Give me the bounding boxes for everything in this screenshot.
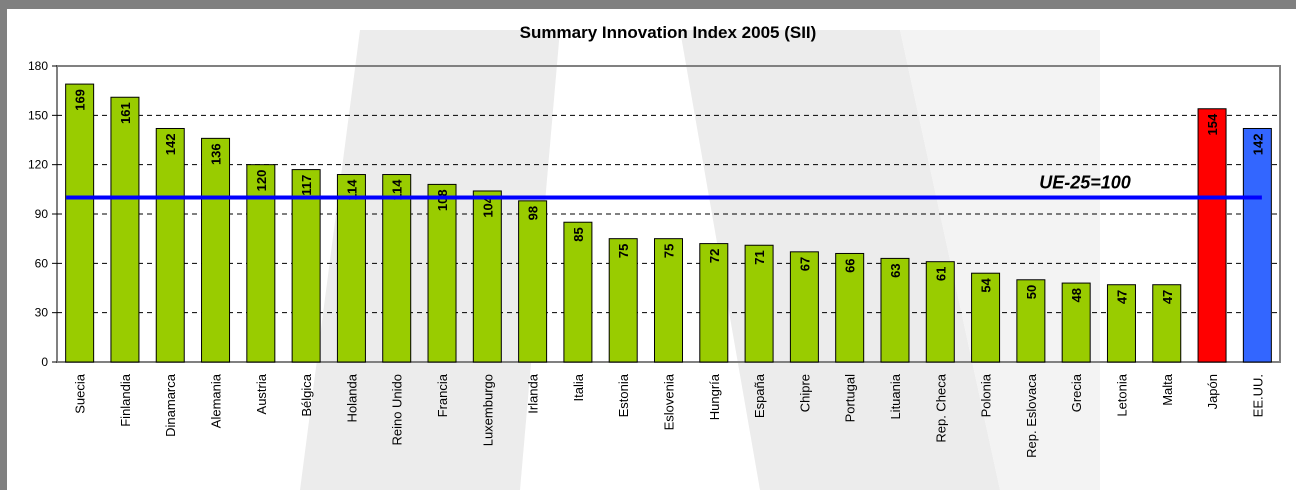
bar: [1197, 108, 1227, 363]
value-label: 104: [480, 195, 495, 217]
reference-label: UE-25=100: [1039, 173, 1131, 193]
value-label: 66: [843, 258, 858, 272]
bar: [110, 96, 140, 363]
chart-title: Summary Innovation Index 2005 (SII): [520, 23, 817, 42]
x-tick-label: Luxemburgo: [480, 374, 495, 446]
bar: [246, 164, 276, 363]
x-tick-label: Malta: [1160, 373, 1175, 406]
value-label: 114: [390, 179, 405, 201]
bar: [155, 127, 185, 363]
value-label: 48: [1069, 288, 1084, 302]
x-tick-label: Letonia: [1114, 373, 1129, 416]
bar: [336, 174, 366, 363]
bar: [1061, 282, 1091, 363]
bar: [427, 183, 457, 363]
value-label: 47: [1114, 290, 1129, 304]
bar: [699, 243, 729, 363]
x-tick-label: Dinamarca: [163, 373, 178, 437]
value-label: 75: [616, 244, 631, 258]
value-label: 114: [344, 179, 359, 201]
x-tick-label: España: [752, 373, 767, 418]
bar: [925, 261, 955, 363]
x-tick-label: Suecia: [73, 373, 88, 414]
watermark: [900, 30, 1100, 490]
value-label: 61: [933, 267, 948, 281]
bar: [291, 169, 321, 363]
x-tick-label: Holanda: [344, 373, 359, 422]
bar: [971, 272, 1001, 363]
bar: [201, 137, 231, 363]
bar: [1152, 284, 1182, 363]
bar: [1016, 279, 1046, 363]
bar: [382, 174, 412, 363]
y-tick-label: 180: [28, 59, 48, 73]
x-tick-label: Rep. Checa: [933, 373, 948, 442]
value-label: 85: [571, 227, 586, 241]
x-tick-label: Bélgica: [299, 373, 314, 416]
x-tick-label: EE.UU.: [1250, 374, 1265, 417]
x-tick-label: Austria: [254, 373, 269, 414]
x-tick-label: Hungría: [707, 373, 722, 420]
bar: [518, 200, 548, 363]
x-tick-label: Polonia: [979, 373, 994, 417]
bar: [880, 257, 910, 363]
x-tick-label: Estonia: [616, 373, 631, 417]
value-label: 154: [1205, 113, 1220, 135]
value-label: 47: [1160, 290, 1175, 304]
bar: [608, 238, 638, 363]
bar: [789, 251, 819, 363]
value-label: 108: [435, 189, 450, 211]
x-tick-label: Alemania: [209, 373, 224, 428]
value-label: 67: [797, 257, 812, 271]
x-tick-label: Italia: [571, 373, 586, 401]
value-label: 71: [752, 250, 767, 264]
bar: [1242, 127, 1272, 363]
x-tick-label: Rep. Eslovaca: [1024, 373, 1039, 458]
value-label: 50: [1024, 285, 1039, 299]
x-tick-label: Reino Unido: [390, 374, 405, 446]
y-tick-label: 150: [28, 108, 48, 122]
x-tick-label: Eslovenia: [662, 373, 677, 430]
value-label: 117: [299, 175, 314, 196]
x-tick-label: Lituania: [888, 373, 903, 419]
value-label: 142: [1250, 133, 1265, 155]
x-tick-label: Francia: [435, 373, 450, 417]
value-label: 63: [888, 263, 903, 277]
x-tick-label: Finlandia: [118, 373, 133, 427]
x-tick-label: Chipre: [797, 374, 812, 412]
value-label: 72: [707, 249, 722, 263]
bar: [65, 83, 95, 363]
x-tick-label: Portugal: [843, 374, 858, 423]
value-label: 161: [118, 102, 133, 124]
value-label: 75: [662, 244, 677, 258]
y-tick-label: 0: [41, 355, 48, 369]
y-tick-label: 90: [35, 207, 49, 221]
bar: [835, 252, 865, 363]
bar: [654, 238, 683, 363]
bar: [744, 244, 774, 363]
y-tick-label: 30: [35, 306, 49, 320]
bar: [1106, 284, 1136, 363]
y-tick-label: 120: [28, 158, 48, 172]
bar: [563, 221, 593, 363]
x-tick-label: Japón: [1205, 374, 1220, 409]
x-tick-label: Grecia: [1069, 373, 1084, 412]
value-label: 54: [979, 277, 994, 292]
value-label: 120: [254, 170, 269, 192]
value-label: 98: [526, 206, 541, 220]
value-label: 142: [163, 133, 178, 155]
y-tick-label: 60: [35, 256, 49, 270]
bar: [472, 190, 502, 363]
value-label: 169: [73, 89, 88, 111]
value-label: 136: [209, 143, 224, 165]
x-tick-label: Irlanda: [526, 373, 541, 414]
